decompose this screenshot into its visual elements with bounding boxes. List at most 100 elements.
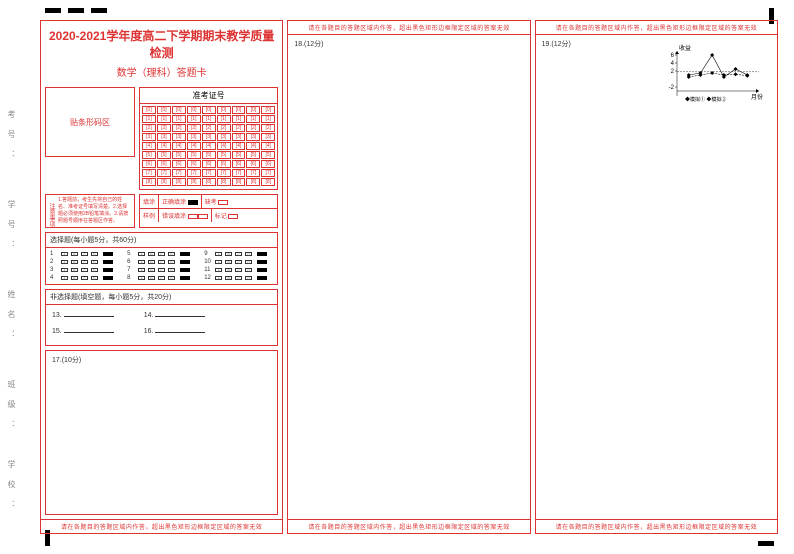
mcq-bubble[interactable]: A bbox=[215, 260, 222, 264]
exam-number-bubble[interactable]: [1] bbox=[172, 115, 186, 123]
fill-blank-item[interactable]: 16. bbox=[144, 325, 206, 335]
exam-number-bubble[interactable]: [7] bbox=[172, 169, 186, 177]
answer-area-19[interactable] bbox=[536, 53, 777, 519]
mcq-bubble[interactable]: D bbox=[91, 276, 98, 280]
exam-number-bubble[interactable]: [1] bbox=[142, 115, 156, 123]
mcq-bubble[interactable]: B bbox=[225, 276, 232, 280]
exam-number-bubble[interactable]: [5] bbox=[157, 151, 171, 159]
exam-number-bubble[interactable]: [6] bbox=[217, 160, 231, 168]
exam-number-bubble[interactable]: [0] bbox=[202, 106, 216, 114]
exam-number-bubble[interactable]: [0] bbox=[187, 106, 201, 114]
mcq-bubble[interactable]: D bbox=[91, 260, 98, 264]
answer-area-18[interactable] bbox=[288, 53, 529, 519]
exam-number-bubble[interactable]: [5] bbox=[202, 151, 216, 159]
exam-number-bubble[interactable]: [2] bbox=[172, 124, 186, 132]
exam-number-bubble[interactable]: [0] bbox=[232, 106, 246, 114]
mcq-bubble[interactable]: C bbox=[158, 276, 165, 280]
exam-number-bubble[interactable]: [0] bbox=[217, 106, 231, 114]
exam-number-bubble[interactable]: [4] bbox=[142, 142, 156, 150]
exam-number-bubble[interactable]: [8] bbox=[246, 178, 260, 186]
exam-number-bubble[interactable]: [8] bbox=[232, 178, 246, 186]
exam-number-bubble[interactable]: [4] bbox=[172, 142, 186, 150]
exam-number-bubble[interactable]: [6] bbox=[172, 160, 186, 168]
exam-number-bubble[interactable]: [3] bbox=[157, 133, 171, 141]
exam-number-bubble[interactable]: [3] bbox=[202, 133, 216, 141]
mcq-bubble[interactable]: D bbox=[245, 268, 252, 272]
exam-number-bubble[interactable]: [7] bbox=[157, 169, 171, 177]
mcq-bubble[interactable]: B bbox=[225, 252, 232, 256]
exam-number-bubble[interactable]: [1] bbox=[261, 115, 275, 123]
exam-number-bubble[interactable]: [0] bbox=[142, 106, 156, 114]
fill-blank-item[interactable]: 14. bbox=[144, 309, 206, 319]
exam-number-bubble[interactable]: [5] bbox=[187, 151, 201, 159]
mcq-bubble[interactable]: B bbox=[148, 260, 155, 264]
exam-number-bubble[interactable]: [8] bbox=[202, 178, 216, 186]
exam-number-bubble[interactable]: [2] bbox=[246, 124, 260, 132]
exam-number-bubble[interactable]: [4] bbox=[246, 142, 260, 150]
exam-number-bubble[interactable]: [5] bbox=[172, 151, 186, 159]
mcq-bubble[interactable]: B bbox=[71, 260, 78, 264]
exam-number-bubble[interactable]: [2] bbox=[142, 124, 156, 132]
mcq-bubble[interactable]: B bbox=[71, 252, 78, 256]
mcq-bubble[interactable]: B bbox=[148, 268, 155, 272]
mcq-bubble[interactable]: D bbox=[91, 252, 98, 256]
mcq-bubble[interactable]: D bbox=[168, 268, 175, 272]
exam-number-bubble[interactable]: [2] bbox=[232, 124, 246, 132]
mcq-bubble[interactable]: C bbox=[81, 268, 88, 272]
mcq-bubble[interactable]: B bbox=[71, 268, 78, 272]
exam-number-bubble[interactable]: [7] bbox=[142, 169, 156, 177]
exam-number-bubble[interactable]: [1] bbox=[157, 115, 171, 123]
exam-number-bubble[interactable]: [7] bbox=[202, 169, 216, 177]
mcq-bubble[interactable]: C bbox=[158, 252, 165, 256]
exam-number-bubble[interactable]: [3] bbox=[217, 133, 231, 141]
exam-number-bubble[interactable]: [7] bbox=[232, 169, 246, 177]
exam-number-bubble[interactable]: [6] bbox=[187, 160, 201, 168]
exam-number-bubble[interactable]: [1] bbox=[246, 115, 260, 123]
mcq-bubble[interactable]: C bbox=[235, 260, 242, 264]
exam-number-bubble[interactable]: [0] bbox=[261, 106, 275, 114]
mcq-bubble[interactable]: A bbox=[61, 260, 68, 264]
exam-number-bubble[interactable]: [0] bbox=[246, 106, 260, 114]
exam-number-bubble[interactable]: [5] bbox=[232, 151, 246, 159]
mcq-bubble[interactable]: A bbox=[138, 268, 145, 272]
exam-number-bubble[interactable]: [0] bbox=[172, 106, 186, 114]
mcq-bubble[interactable]: D bbox=[168, 260, 175, 264]
exam-number-bubble[interactable]: [2] bbox=[202, 124, 216, 132]
mcq-bubble[interactable]: D bbox=[245, 252, 252, 256]
exam-number-bubble[interactable]: [1] bbox=[187, 115, 201, 123]
mcq-bubble[interactable]: A bbox=[61, 268, 68, 272]
mcq-bubble[interactable]: D bbox=[245, 276, 252, 280]
mcq-bubble[interactable]: B bbox=[225, 268, 232, 272]
fill-blank-item[interactable]: 13. bbox=[52, 309, 114, 319]
mcq-bubble[interactable]: B bbox=[225, 260, 232, 264]
exam-number-bubble[interactable]: [4] bbox=[232, 142, 246, 150]
exam-number-bubble[interactable]: [7] bbox=[246, 169, 260, 177]
exam-number-bubble[interactable]: [2] bbox=[187, 124, 201, 132]
mcq-bubble[interactable]: C bbox=[158, 260, 165, 264]
mcq-bubble[interactable]: A bbox=[138, 252, 145, 256]
mcq-bubble[interactable]: D bbox=[91, 268, 98, 272]
mcq-bubble[interactable]: A bbox=[61, 276, 68, 280]
mcq-bubble[interactable]: A bbox=[215, 268, 222, 272]
mcq-bubble[interactable]: D bbox=[168, 276, 175, 280]
mcq-bubble[interactable]: C bbox=[235, 276, 242, 280]
exam-number-bubble[interactable]: [1] bbox=[202, 115, 216, 123]
exam-number-bubble[interactable]: [5] bbox=[246, 151, 260, 159]
exam-number-bubble[interactable]: [6] bbox=[142, 160, 156, 168]
exam-number-bubble[interactable]: [7] bbox=[217, 169, 231, 177]
mcq-bubble[interactable]: D bbox=[168, 252, 175, 256]
mcq-bubble[interactable]: C bbox=[235, 252, 242, 256]
mcq-bubble[interactable]: D bbox=[245, 260, 252, 264]
mcq-bubble[interactable]: C bbox=[81, 276, 88, 280]
mcq-bubble[interactable]: A bbox=[215, 276, 222, 280]
exam-number-bubble[interactable]: [2] bbox=[217, 124, 231, 132]
mcq-bubble[interactable]: C bbox=[81, 260, 88, 264]
exam-number-bubble[interactable]: [4] bbox=[202, 142, 216, 150]
exam-number-bubble[interactable]: [3] bbox=[142, 133, 156, 141]
exam-number-bubble[interactable]: [6] bbox=[202, 160, 216, 168]
mcq-bubble[interactable]: C bbox=[158, 268, 165, 272]
exam-number-bubble[interactable]: [5] bbox=[142, 151, 156, 159]
exam-number-bubble[interactable]: [0] bbox=[157, 106, 171, 114]
question-17[interactable]: 17.(10分) bbox=[45, 350, 278, 515]
exam-number-bubble[interactable]: [2] bbox=[261, 124, 275, 132]
